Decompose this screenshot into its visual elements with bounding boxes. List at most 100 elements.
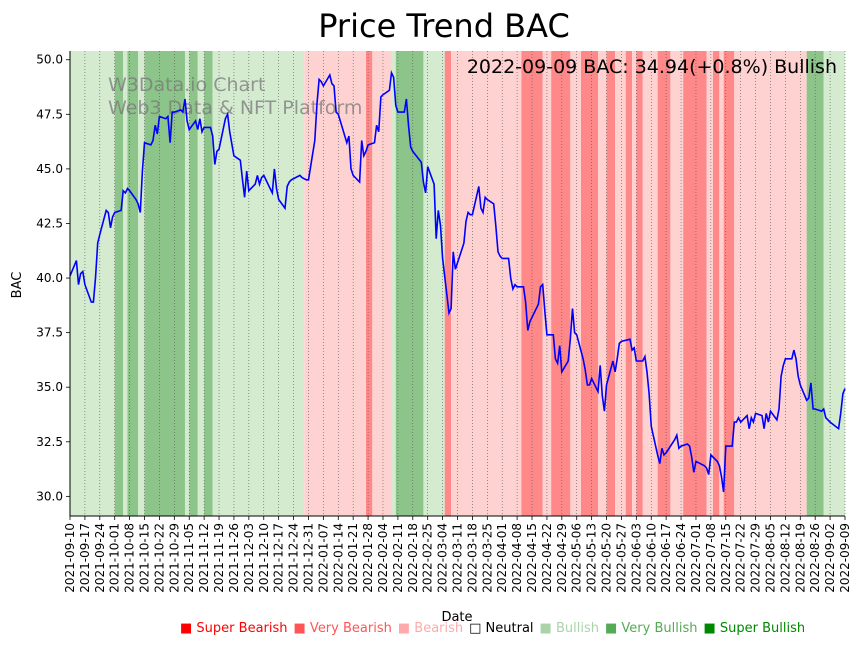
legend-swatch: ■ bbox=[293, 621, 306, 636]
x-tick-label: 2022-08-19 bbox=[793, 523, 807, 593]
legend-swatch: ■ bbox=[703, 621, 716, 636]
x-tick-label: 2022-08-26 bbox=[808, 523, 822, 593]
sentiment-band bbox=[365, 51, 373, 516]
sentiment-band bbox=[719, 51, 724, 516]
sentiment-band bbox=[625, 51, 633, 516]
sentiment-band bbox=[123, 51, 128, 516]
sentiment-band bbox=[642, 51, 658, 516]
sentiment-band bbox=[114, 51, 124, 516]
x-tick-label: 2022-07-08 bbox=[704, 523, 718, 593]
legend-swatch: ■ bbox=[604, 621, 618, 636]
legend-label: Very Bearish bbox=[305, 621, 392, 636]
x-tick-label: 2021-11-19 bbox=[212, 523, 226, 593]
x-tick-label: 2021-11-26 bbox=[227, 523, 241, 593]
y-axis-label: BAC bbox=[10, 272, 25, 299]
legend-item: ■ Super Bearish bbox=[180, 621, 288, 636]
x-tick-label: 2022-01-14 bbox=[331, 523, 345, 593]
x-axis-label: Date bbox=[441, 610, 472, 625]
x-tick-label: 2022-04-22 bbox=[540, 523, 554, 593]
y-tick-label: 37.5 bbox=[36, 326, 63, 340]
sentiment-band bbox=[598, 51, 607, 516]
watermark-line-2: Web3 Data & NFT Platform bbox=[108, 97, 362, 119]
x-tick-label: 2021-10-22 bbox=[152, 523, 166, 593]
x-tick-label: 2022-07-22 bbox=[734, 523, 748, 593]
x-tick-label: 2022-04-15 bbox=[525, 523, 539, 593]
sentiment-band bbox=[212, 51, 305, 516]
x-tick-label: 2021-09-10 bbox=[63, 523, 77, 593]
legend-label: Super Bullish bbox=[715, 621, 806, 636]
y-tick-label: 32.5 bbox=[36, 435, 63, 449]
x-tick-label: 2022-05-13 bbox=[585, 523, 599, 593]
x-tick-label: 2021-11-12 bbox=[197, 523, 211, 593]
sentiment-band bbox=[806, 51, 824, 516]
x-tick-label: 2022-06-03 bbox=[629, 523, 643, 593]
legend-item: □ Neutral bbox=[469, 621, 533, 636]
legend-swatch: ■ bbox=[539, 621, 552, 636]
x-tick-label: 2021-12-03 bbox=[242, 523, 256, 593]
x-tick-label: 2021-09-24 bbox=[93, 523, 107, 593]
x-tick-label: 2022-04-08 bbox=[510, 523, 524, 593]
sentiment-band bbox=[706, 51, 713, 516]
price-line bbox=[69, 69, 846, 493]
sentiment-band bbox=[551, 51, 571, 516]
sentiment-band bbox=[184, 51, 190, 516]
sentiment-band bbox=[395, 51, 424, 516]
legend-item: ■ Bearish bbox=[398, 621, 463, 636]
x-tick-label: 2022-07-15 bbox=[719, 523, 733, 593]
x-tick-label: 2021-12-24 bbox=[287, 523, 301, 593]
sentiment-band bbox=[683, 51, 707, 516]
x-tick-label: 2021-12-10 bbox=[257, 523, 271, 593]
x-tick-label: 2022-09-09 bbox=[838, 523, 852, 593]
sentiment-band bbox=[657, 51, 671, 516]
x-tick-label: 2022-03-04 bbox=[436, 523, 450, 593]
x-tick-label: 2021-10-15 bbox=[138, 523, 152, 593]
sentiment-band bbox=[70, 51, 115, 516]
x-tick-label: 2022-07-01 bbox=[689, 523, 703, 593]
x-tick-label: 2022-05-20 bbox=[600, 523, 614, 593]
x-tick-label: 2021-11-05 bbox=[182, 523, 196, 593]
sentiment-band bbox=[391, 51, 396, 516]
sentiment-band bbox=[521, 51, 543, 516]
legend-label: Very Bullish bbox=[617, 621, 698, 636]
x-tick-label: 2022-08-05 bbox=[763, 523, 777, 593]
sentiment-band bbox=[372, 51, 392, 516]
x-tick-label: 2022-03-18 bbox=[465, 523, 479, 593]
x-tick-label: 2022-03-11 bbox=[451, 523, 465, 593]
sentiment-band bbox=[542, 51, 552, 516]
sentiment-band bbox=[570, 51, 581, 516]
sentiment-band bbox=[423, 51, 445, 516]
x-tick-label: 2022-07-29 bbox=[749, 523, 763, 593]
x-tick-label: 2021-09-17 bbox=[78, 523, 92, 593]
y-tick-label: 42.5 bbox=[36, 216, 63, 230]
x-tick-label: 2022-02-25 bbox=[421, 523, 435, 593]
sentiment-band bbox=[632, 51, 637, 516]
sentiment-band bbox=[712, 51, 720, 516]
sentiment-band bbox=[144, 51, 185, 516]
x-tick-label: 2022-01-07 bbox=[316, 523, 330, 593]
x-tick-label: 2021-10-08 bbox=[123, 523, 137, 593]
vertical-gridlines bbox=[69, 51, 846, 516]
x-tick-label: 2022-06-17 bbox=[659, 523, 673, 593]
sentiment-band bbox=[606, 51, 616, 516]
legend-swatch: ■ bbox=[397, 621, 411, 636]
chart-title: Price Trend BAC bbox=[318, 7, 570, 45]
sentiment-bands bbox=[70, 51, 845, 516]
sentiment-band bbox=[636, 51, 643, 516]
legend-swatch: □ bbox=[469, 621, 482, 636]
x-tick-label: 2022-02-04 bbox=[376, 523, 390, 593]
y-tick-label: 47.5 bbox=[36, 107, 63, 121]
sentiment-band bbox=[444, 51, 452, 516]
y-tick-label: 50.0 bbox=[36, 53, 63, 67]
x-tick-label: 2022-05-27 bbox=[614, 523, 628, 593]
x-tick-label: 2022-02-18 bbox=[406, 523, 420, 593]
legend-label: Bearish bbox=[410, 621, 464, 636]
sentiment-band bbox=[127, 51, 139, 516]
y-tick-label: 35.0 bbox=[36, 380, 63, 394]
legend-label: Bullish bbox=[551, 621, 599, 636]
legend-item: ■ Very Bullish bbox=[605, 621, 698, 636]
sentiment-band bbox=[670, 51, 684, 516]
sentiment-band bbox=[451, 51, 522, 516]
x-tick-label: 2021-10-01 bbox=[108, 523, 122, 593]
sentiment-band bbox=[615, 51, 626, 516]
sentiment-band bbox=[138, 51, 145, 516]
